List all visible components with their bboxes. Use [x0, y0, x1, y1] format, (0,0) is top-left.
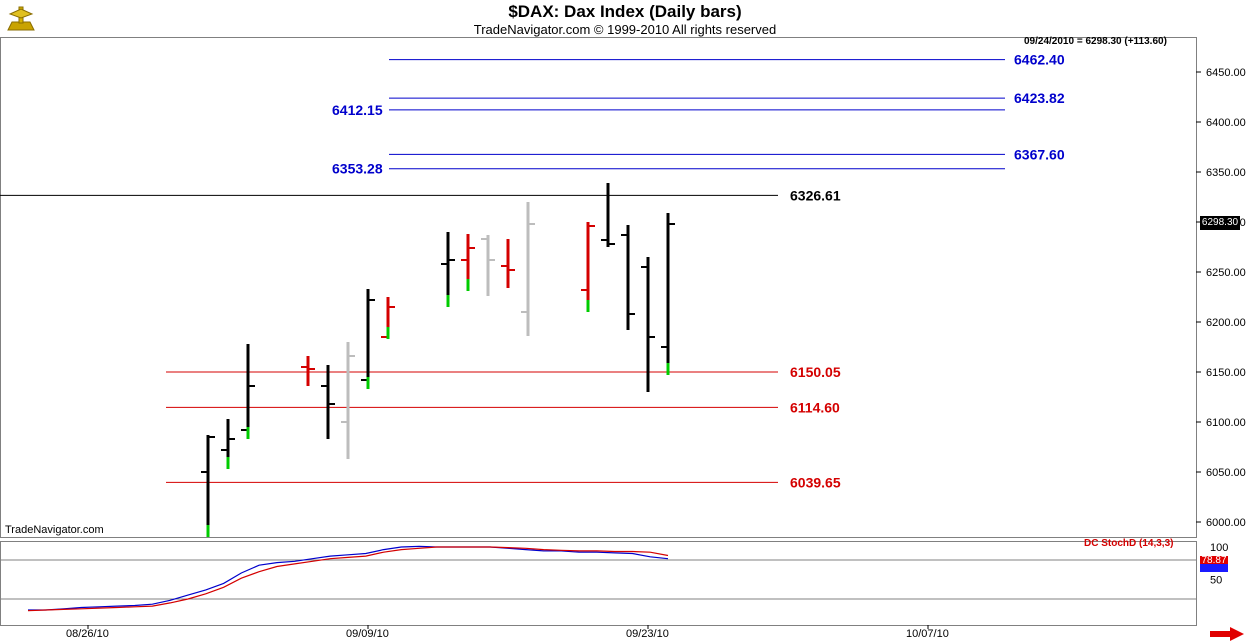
chart-title: $DAX: Dax Index (Daily bars) — [508, 2, 742, 21]
ohlc-bar — [441, 232, 455, 307]
stoch-tick-label: 100 — [1210, 542, 1228, 554]
last-price-tag: 6298.30 — [1200, 216, 1240, 230]
trade-navigator-logo-icon[interactable] — [4, 4, 38, 34]
ohlc-bar — [521, 202, 535, 336]
ohlc-bar — [661, 213, 675, 375]
stoch-series-red — [27, 546, 669, 612]
price-axis: 6000.00 6050.00 6100.00 6150.00 6200.00 6250.… — [1196, 67, 1246, 529]
level-label: 6462.40 — [1014, 52, 1065, 68]
ohlc-bars — [201, 183, 675, 537]
x-tick-label: 09/23/10 — [626, 628, 669, 640]
x-tick-label: 08/26/10 — [66, 628, 109, 640]
level-label: 6367.60 — [1014, 146, 1065, 162]
y-tick-label: 6400.00 — [1206, 117, 1246, 129]
y-tick-label: 6450.00 — [1206, 67, 1246, 79]
ohlc-bar — [461, 234, 475, 291]
stoch-series-blue — [28, 545, 669, 611]
ohlc-bar — [221, 419, 235, 469]
stochastic-panel: 50 100 — [0, 542, 1228, 612]
y-tick-label: 6150.00 — [1206, 367, 1246, 379]
ohlc-bar — [201, 435, 215, 537]
level-label: 6412.15 — [332, 102, 383, 118]
level-label: 6114.60 — [790, 399, 840, 415]
ohlc-bar — [381, 297, 395, 339]
x-tick-label: 09/09/10 — [346, 628, 389, 640]
level-label: 6039.65 — [790, 474, 841, 490]
watermark: TradeNavigator.com — [5, 524, 104, 536]
ohlc-bar — [321, 365, 335, 439]
y-tick-label: 6200.00 — [1206, 317, 1246, 329]
level-label: 6150.05 — [790, 364, 841, 380]
y-tick-label: 6100.00 — [1206, 417, 1246, 429]
indicator-label: DC StochD (14,3,3) — [1084, 538, 1174, 549]
chart-subtitle: TradeNavigator.com © 1999-2010 All right… — [473, 22, 777, 37]
red-right-arrow-icon[interactable] — [1210, 627, 1244, 641]
date-axis: 08/26/10 09/09/10 09/23/10 10/07/10 — [66, 625, 949, 640]
ohlc-bar — [601, 183, 615, 247]
level-label: 6353.28 — [332, 161, 383, 177]
ohlc-bar — [341, 342, 355, 459]
ohlc-bar — [361, 289, 375, 389]
level-label: 6423.82 — [1014, 90, 1065, 106]
ohlc-bar — [641, 257, 655, 392]
y-tick-label: 6050.00 — [1206, 467, 1246, 479]
stochastic-value-tag: 78.87 — [1200, 556, 1228, 572]
ohlc-bar — [481, 235, 495, 296]
ohlc-bar — [241, 344, 255, 439]
ohlc-bar — [501, 239, 515, 288]
y-tick-label: 6000.00 — [1206, 517, 1246, 529]
ohlc-bar — [581, 222, 595, 312]
level-label: 6326.61 — [790, 187, 841, 203]
y-tick-label: 6250.00 — [1206, 267, 1246, 279]
price-levels: 6462.40 6423.82 6412.15 6367.60 6353.28 6326.… — [0, 52, 1065, 490]
y-tick-label: 6350.00 — [1206, 167, 1246, 179]
last-price-readout: 09/24/2010 = 6298.30 (+113.60) — [1024, 36, 1167, 47]
x-tick-label: 10/07/10 — [906, 628, 949, 640]
stoch-tick-label: 50 — [1210, 575, 1222, 587]
chart-frame — [0, 37, 1197, 626]
ohlc-bar — [621, 225, 635, 330]
price-panel-border — [0, 37, 1197, 538]
ohlc-bar — [301, 356, 315, 386]
stoch-panel-border — [0, 541, 1197, 626]
